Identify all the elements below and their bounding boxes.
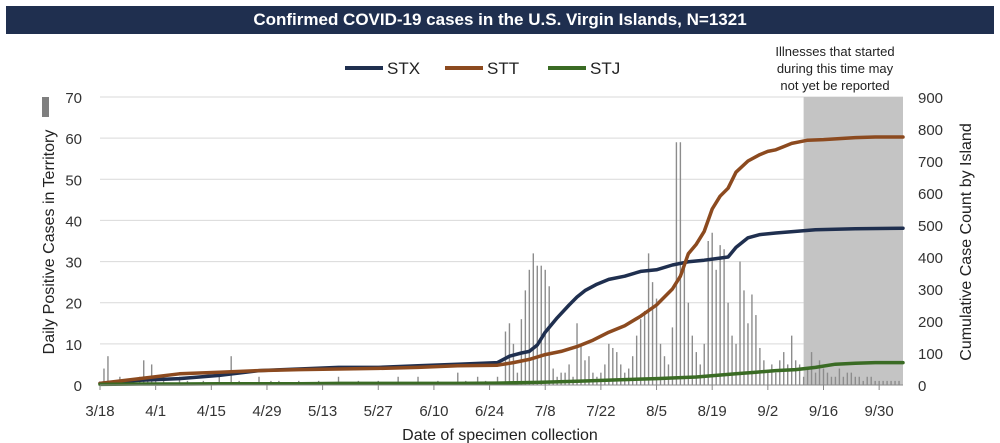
annotation-line: during this time may <box>777 61 894 76</box>
y-left-tick-label: 0 <box>74 378 82 395</box>
y-left-tick-label: 10 <box>65 337 82 354</box>
y-right-axis-title: Cumulative Case Count by Island <box>958 123 975 360</box>
x-tick-label: 5/13 <box>308 403 337 420</box>
x-tick-label: 7/8 <box>535 403 556 420</box>
legend-label-stj: STJ <box>590 59 620 78</box>
y-left-tick-label: 40 <box>65 213 82 230</box>
daily-cases-bars <box>103 142 900 385</box>
legend-label-stx: STX <box>387 59 420 78</box>
y-right-tick-label: 900 <box>918 90 943 107</box>
y-right-tick-label: 800 <box>918 122 943 139</box>
x-tick-label: 4/15 <box>197 403 226 420</box>
y-right-tick-label: 600 <box>918 186 943 203</box>
y-right-tick-label: 400 <box>918 250 943 267</box>
cumulative-lines <box>98 135 905 387</box>
y-left-tick-label: 30 <box>65 255 82 272</box>
y-left-tick-label: 20 <box>65 296 82 313</box>
legend: STX STT STJ <box>345 59 620 78</box>
x-tick-label: 9/2 <box>757 403 778 420</box>
x-tick-label: 3/18 <box>85 403 114 420</box>
x-tick-label: 5/27 <box>364 403 393 420</box>
x-tick-label: 6/10 <box>419 403 448 420</box>
x-tick-label: 9/30 <box>865 403 894 420</box>
y-right-tick-label: 200 <box>918 314 943 331</box>
x-tick-label: 8/19 <box>698 403 727 420</box>
y-right-tick-label: 300 <box>918 282 943 299</box>
y-left-tick-label: 50 <box>65 172 82 189</box>
y-right-tick-label: 100 <box>918 346 943 363</box>
y-right-tick-label: 500 <box>918 218 943 235</box>
series-line-stj <box>98 360 905 387</box>
annotation-line: Illnesses that started <box>775 44 894 59</box>
shaded-region <box>803 97 903 385</box>
chart-title-bar: Confirmed COVID-19 cases in the U.S. Vir… <box>6 6 994 34</box>
y-left-axis-title: Daily Positive Cases in Territory <box>41 130 58 355</box>
axis-marker <box>42 97 49 117</box>
y-left-tick-label: 60 <box>65 131 82 148</box>
x-tick-label: 6/24 <box>475 403 504 420</box>
x-tick-label: 7/22 <box>586 403 615 420</box>
x-tick-label: 9/16 <box>809 403 838 420</box>
axes: 0102030405060700100200300400500600700800… <box>41 90 975 443</box>
x-tick-label: 8/5 <box>646 403 667 420</box>
x-axis-title: Date of specimen collection <box>402 427 598 443</box>
x-tick-label: 4/29 <box>252 403 281 420</box>
x-tick-label: 4/1 <box>145 403 166 420</box>
legend-label-stt: STT <box>487 59 519 78</box>
series-line-stt <box>98 135 905 386</box>
y-right-tick-label: 700 <box>918 154 943 171</box>
grid-lines <box>100 96 903 386</box>
y-right-tick-label: 0 <box>918 378 926 395</box>
series-line-stx <box>98 226 905 386</box>
chart-title: Confirmed COVID-19 cases in the U.S. Vir… <box>253 10 747 29</box>
y-left-tick-label: 70 <box>65 90 82 107</box>
unreported-shaded-region <box>803 97 903 385</box>
annotation: Illnesses that started during this time m… <box>775 44 894 93</box>
annotation-line: not yet be reported <box>780 78 889 93</box>
